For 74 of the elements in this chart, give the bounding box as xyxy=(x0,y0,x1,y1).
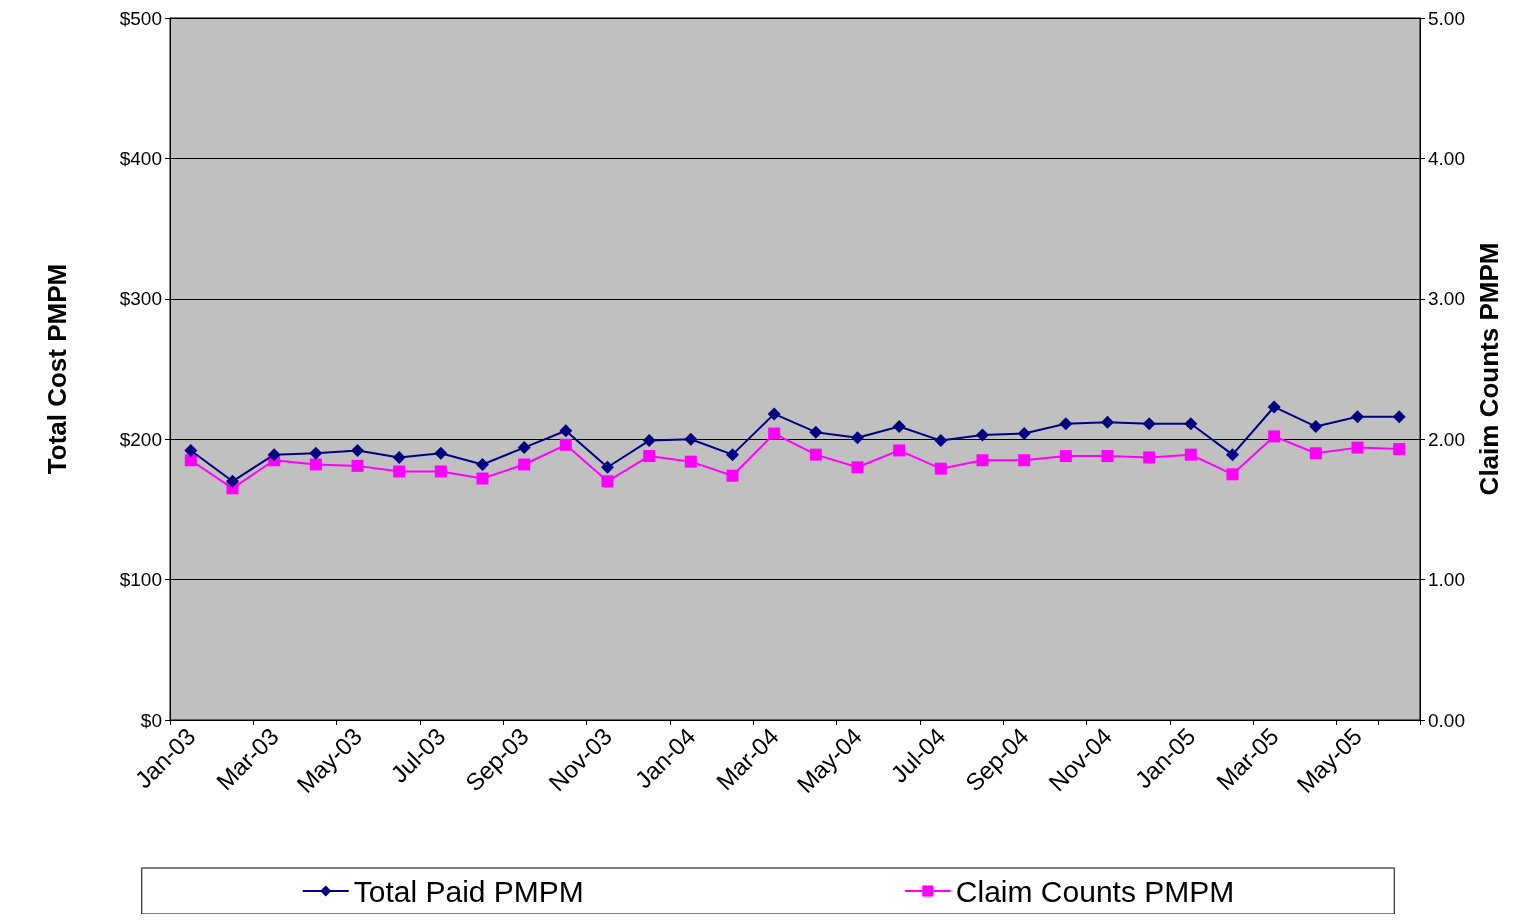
point xyxy=(1101,450,1114,463)
point xyxy=(601,475,614,488)
point xyxy=(726,469,739,482)
point xyxy=(517,441,531,455)
point xyxy=(684,432,698,446)
point xyxy=(1267,400,1281,414)
y2-tick-label: 4.00 xyxy=(1428,147,1465,169)
point xyxy=(976,454,989,467)
point xyxy=(1393,443,1406,456)
point xyxy=(434,446,448,460)
point xyxy=(184,443,198,457)
y-axis-title: Total Cost PMPM xyxy=(42,263,72,475)
point xyxy=(1268,430,1281,443)
point xyxy=(1309,420,1323,434)
point xyxy=(1226,468,1239,481)
y2-axis-title: Claim Counts PMPM xyxy=(1473,242,1504,496)
point xyxy=(892,420,906,434)
point xyxy=(934,462,947,475)
y-tick-label: $500 xyxy=(119,7,162,29)
point xyxy=(684,455,697,468)
point xyxy=(309,446,323,460)
point xyxy=(393,465,406,478)
point xyxy=(392,450,406,464)
point xyxy=(1184,417,1198,431)
legend-label: Total Paid PMPM xyxy=(353,874,584,908)
point xyxy=(434,465,447,478)
y2-tick-label: 1.00 xyxy=(1428,569,1465,591)
y-tick-label: $400 xyxy=(119,147,162,169)
point xyxy=(184,454,197,467)
point xyxy=(351,459,364,472)
y2-tick-label: 5.00 xyxy=(1428,7,1465,29)
point xyxy=(1309,447,1322,460)
point xyxy=(1101,415,1114,429)
point xyxy=(851,431,864,445)
point xyxy=(351,443,364,457)
point xyxy=(934,434,948,448)
point xyxy=(1143,451,1156,464)
y2-tick-label: 3.00 xyxy=(1428,288,1465,310)
point xyxy=(1184,448,1197,461)
y-tick-label: $300 xyxy=(119,288,162,310)
point xyxy=(1351,410,1364,424)
point xyxy=(1142,417,1156,431)
point xyxy=(809,448,822,461)
point xyxy=(1059,450,1072,463)
point xyxy=(601,460,614,474)
point xyxy=(893,444,906,457)
point xyxy=(267,448,281,462)
y-tick-label: $200 xyxy=(119,428,162,450)
point xyxy=(226,474,239,488)
point xyxy=(1018,454,1031,467)
y2-tick-label: 0.00 xyxy=(1428,709,1465,731)
point xyxy=(726,448,739,462)
point xyxy=(976,428,989,442)
y-tick-label: $0 xyxy=(140,709,162,731)
point xyxy=(1059,417,1073,431)
point xyxy=(559,424,573,438)
point xyxy=(643,450,656,463)
point xyxy=(1351,441,1364,454)
y-tick-label: $100 xyxy=(119,569,162,591)
point xyxy=(767,407,781,421)
point xyxy=(1226,448,1239,462)
point xyxy=(1017,427,1031,441)
point xyxy=(642,434,656,448)
legend-label: Claim Counts PMPM xyxy=(955,874,1235,908)
point xyxy=(768,427,781,440)
point xyxy=(851,461,864,474)
y2-tick-label: 2.00 xyxy=(1428,428,1465,450)
point xyxy=(1392,410,1406,424)
point xyxy=(518,458,531,471)
point xyxy=(809,425,823,439)
point xyxy=(476,472,489,485)
point xyxy=(559,438,572,451)
point xyxy=(309,458,322,471)
point xyxy=(476,457,489,471)
